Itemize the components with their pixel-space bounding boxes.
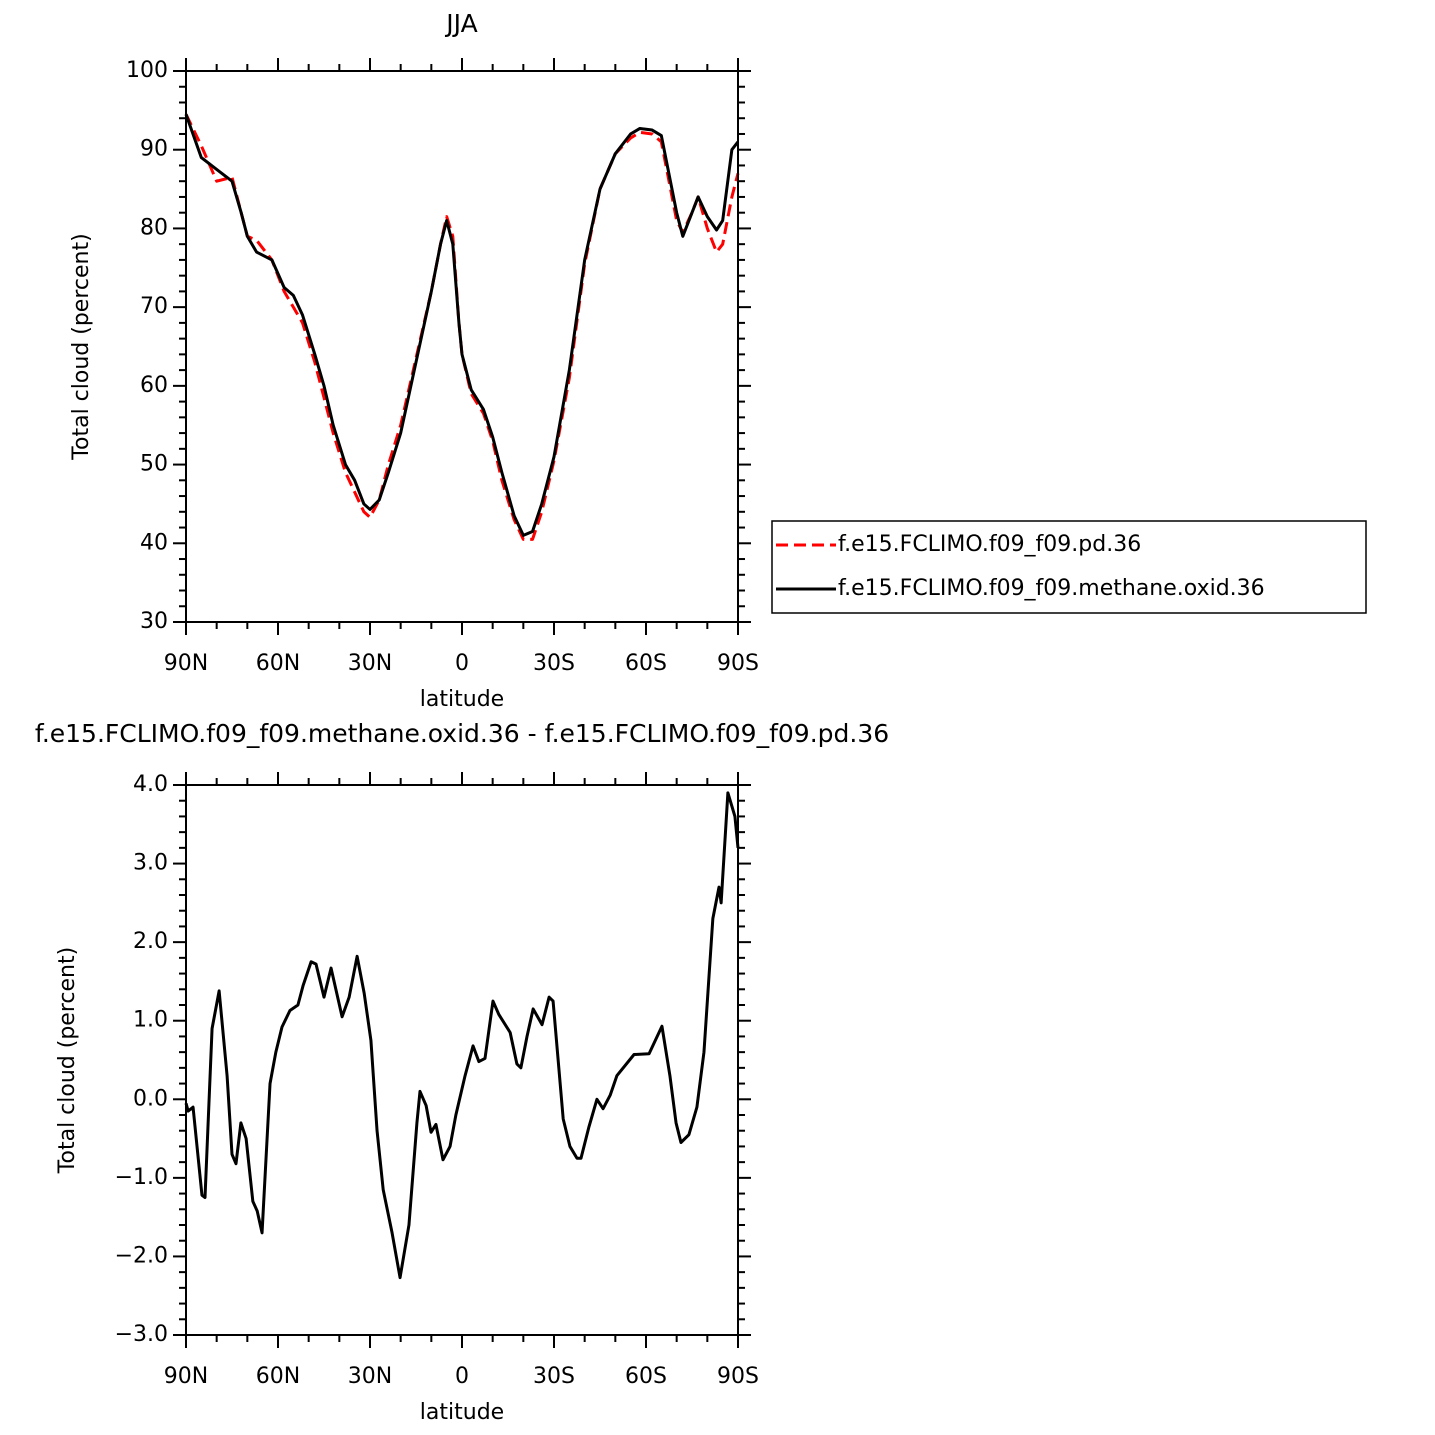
x-tick-label: 90N [164, 651, 208, 676]
x-tick-label: 30N [348, 1364, 392, 1389]
legend-label: f.e15.FCLIMO.f09_f09.pd.36 [838, 532, 1141, 557]
data-line [184, 113, 740, 541]
legend-box [771, 520, 1367, 614]
y-tick-label: 3.0 [133, 851, 168, 876]
x-tick-label: 60N [256, 1364, 300, 1389]
x-tick-label: 0 [455, 1364, 469, 1389]
x-tick-label: 30N [348, 651, 392, 676]
y-tick-label: 40 [140, 530, 168, 555]
x-tick-label: 30S [533, 651, 575, 676]
y-tick-label: 90 [140, 137, 168, 162]
x-axis-label: latitude [420, 687, 504, 712]
y-tick-label: 50 [140, 452, 168, 477]
y-tick-label: −2.0 [115, 1243, 168, 1268]
y-tick-label: 60 [140, 373, 168, 398]
plot-frame [185, 70, 739, 623]
y-tick-label: 30 [140, 609, 168, 634]
y-tick-label: 100 [126, 58, 168, 83]
legend-label: f.e15.FCLIMO.f09_f09.methane.oxid.36 [838, 576, 1265, 601]
plot-frame [185, 784, 739, 1336]
y-tick-label: −3.0 [115, 1322, 168, 1347]
x-axis-label: latitude [420, 1400, 504, 1425]
y-tick-label: 1.0 [133, 1008, 168, 1033]
y-tick-label: 0.0 [133, 1086, 168, 1111]
x-tick-label: 60N [256, 651, 300, 676]
y-tick-label: 70 [140, 294, 168, 319]
data-line [184, 791, 740, 1280]
y-axis-label: Total cloud (percent) [69, 233, 94, 460]
x-tick-label: 90S [717, 651, 759, 676]
y-tick-label: 2.0 [133, 929, 168, 954]
chart-title: f.e15.FCLIMO.f09_f09.methane.oxid.36 - f… [35, 719, 889, 748]
y-tick-label: 80 [140, 215, 168, 240]
x-tick-label: 60S [625, 1364, 667, 1389]
y-axis-label: Total cloud (percent) [55, 947, 80, 1174]
data-line [184, 113, 740, 537]
y-tick-label: 4.0 [133, 772, 168, 797]
x-tick-label: 90S [717, 1364, 759, 1389]
x-tick-label: 90N [164, 1364, 208, 1389]
y-tick-label: −1.0 [115, 1165, 168, 1190]
x-tick-label: 60S [625, 651, 667, 676]
x-tick-label: 0 [455, 651, 469, 676]
x-tick-label: 30S [533, 1364, 575, 1389]
chart-title: JJA [444, 9, 477, 38]
